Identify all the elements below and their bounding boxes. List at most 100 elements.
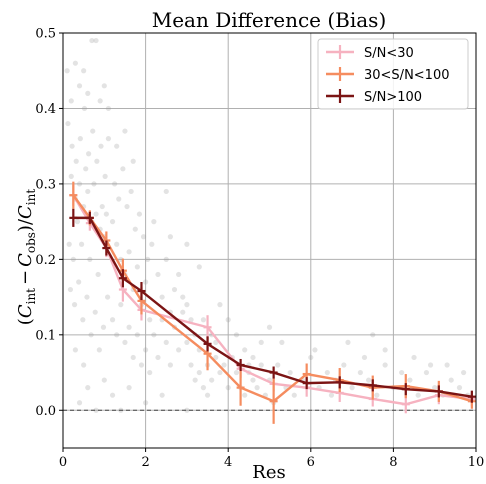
scatter-point: [180, 294, 186, 300]
scatter-point: [132, 226, 138, 232]
scatter-point: [109, 392, 116, 398]
scatter-point: [254, 385, 260, 391]
scatter-point: [291, 392, 297, 398]
scatter-point: [266, 324, 273, 330]
scatter-point: [366, 377, 372, 383]
scatter-point: [102, 173, 108, 179]
scatter-point: [67, 286, 74, 293]
scatter-point: [76, 279, 82, 285]
y-tick-label: 0.1: [35, 328, 56, 343]
y-label-int1: int: [24, 288, 38, 305]
scatter-point: [287, 369, 293, 376]
y-tick-label: 0.3: [35, 177, 56, 192]
legend: S/N<30 30<S/N<100 S/N>100: [317, 38, 469, 110]
scatter-point: [357, 369, 363, 376]
series-line: [73, 216, 473, 398]
scatter-point: [86, 151, 92, 157]
scatter-point: [93, 407, 99, 413]
scatter-point: [411, 354, 417, 361]
scatter-point: [225, 385, 231, 391]
scatter-point: [225, 317, 231, 323]
scatter-point: [461, 369, 467, 376]
scatter-point: [95, 271, 101, 278]
scatter-point: [71, 302, 78, 308]
scatter-point: [444, 362, 450, 368]
scatter-point: [180, 309, 186, 315]
scatter-point: [85, 385, 91, 391]
scatter-point: [188, 317, 194, 323]
scatter-point: [76, 400, 83, 406]
scatter-point: [126, 249, 132, 255]
scatter-point: [91, 181, 97, 187]
scatter-point: [147, 369, 153, 376]
scatter-point: [68, 173, 74, 179]
y-label-close: )/: [15, 218, 36, 232]
scatter-point: [73, 158, 79, 164]
scatter-point: [221, 362, 227, 368]
series-line: [72, 194, 473, 403]
scatter-point: [275, 362, 281, 368]
scatter-point: [242, 347, 248, 353]
scatter-point: [103, 211, 109, 217]
x-axis-ticks: 0 2 4 6 8 10: [59, 448, 484, 470]
scatter-point: [163, 256, 169, 262]
scatter-point: [176, 347, 182, 353]
scatter-point: [72, 60, 78, 66]
scatter-point: [324, 369, 330, 376]
y-tick-label: 0.4: [35, 102, 56, 117]
scatter-point: [88, 332, 94, 338]
scatter-point: [140, 234, 147, 240]
scatter-point: [448, 377, 454, 383]
legend-label: S/N>100: [364, 90, 422, 105]
scatter-point: [81, 68, 87, 74]
scatter-point: [213, 354, 219, 361]
scatter-point: [250, 354, 256, 361]
scatter-point: [118, 302, 124, 308]
scatter-point: [423, 369, 430, 376]
scatter-point: [184, 339, 190, 345]
scatter-point: [66, 241, 72, 247]
scatter-point: [70, 256, 76, 262]
x-tick-label: 8: [389, 455, 397, 470]
scatter-point: [233, 369, 240, 376]
legend-box: [317, 38, 469, 110]
scatter-point: [349, 385, 355, 391]
scatter-point: [196, 369, 202, 376]
scatter-point: [184, 302, 190, 308]
y-label-open: (: [15, 318, 36, 325]
scatter-point: [217, 302, 223, 308]
legend-label: 30<S/N<100: [364, 68, 450, 83]
scatter-point: [97, 98, 103, 104]
scatter-point: [209, 377, 215, 383]
scatter-point: [105, 294, 111, 300]
y-label-minus: −: [15, 270, 36, 285]
scatter-point: [87, 256, 93, 262]
scatter-point: [143, 400, 149, 406]
scatter-point: [250, 377, 256, 383]
scatter-point: [65, 120, 71, 127]
scatter-point: [308, 354, 314, 361]
scatter-point: [114, 143, 120, 149]
y-label-c1: C: [15, 304, 36, 318]
scatter-point: [93, 211, 99, 217]
scatter-point: [112, 181, 118, 187]
scatter-point: [196, 264, 202, 270]
y-label-c2: C: [15, 253, 36, 267]
scatter-point: [159, 294, 165, 300]
y-label-c3: C: [15, 205, 36, 219]
scatter-point: [374, 392, 380, 398]
y-axis-ticks: 0.0 0.1 0.2 0.3 0.4 0.5: [35, 27, 63, 419]
x-tick-label: 10: [468, 455, 485, 470]
scatter-point: [80, 317, 86, 323]
scatter-point: [167, 362, 173, 368]
scatter-point: [128, 188, 134, 195]
scatter-point: [143, 347, 149, 353]
chart-title: Mean Difference (Bias): [152, 8, 387, 32]
y-tick-label: 0.5: [35, 27, 56, 42]
scatter-point: [432, 385, 438, 391]
scatter-point: [382, 362, 388, 368]
scatter-point: [105, 105, 112, 112]
scatter-point: [328, 392, 335, 398]
scatter-point: [184, 241, 190, 247]
